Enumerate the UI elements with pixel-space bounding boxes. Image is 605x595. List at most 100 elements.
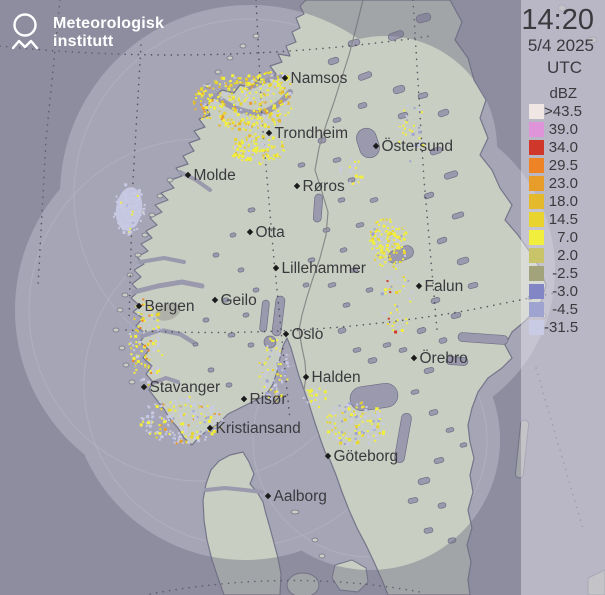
legend-color-chip	[529, 265, 544, 281]
legend-row: -2.5	[521, 264, 605, 282]
legend-color-chip	[529, 121, 544, 137]
city-namsos: Namsos	[281, 70, 348, 87]
city-label: Otta	[256, 224, 286, 241]
city-label: Lillehammer	[282, 260, 366, 277]
legend-value: 34.0	[548, 138, 578, 156]
precip-patch	[115, 187, 143, 231]
legend-color-chip	[529, 247, 544, 263]
city-label: Halden	[312, 369, 361, 386]
city-marker-icon	[372, 142, 380, 150]
island-zealand	[331, 559, 369, 593]
legend-row: 18.0	[521, 192, 605, 210]
city-marker-icon	[135, 302, 143, 310]
legend-value: -2.5	[552, 264, 578, 282]
city-aalborg: Aalborg	[264, 488, 327, 505]
precip-cluster-bergen-coast	[128, 298, 164, 386]
legend-color-chip	[529, 229, 544, 245]
city-oslo: Oslo	[282, 326, 324, 343]
precip-cluster-oslo-west	[258, 337, 290, 402]
city-östersund: Östersund	[372, 137, 454, 155]
city-göteborg: Göteborg	[324, 448, 399, 465]
legend-row: 39.0	[521, 120, 605, 138]
fjords	[131, 74, 293, 494]
legend-value: -3.0	[552, 282, 578, 300]
timestamp-timezone: UTC	[547, 58, 582, 77]
city-marker-icon	[272, 264, 280, 272]
legend-color-chip	[529, 157, 544, 173]
land-corner-se	[587, 569, 605, 595]
precip-cluster-roros-east	[339, 158, 364, 186]
terrain-shade	[155, 303, 181, 321]
legend-value: 7.0	[557, 228, 578, 246]
city-trondheim: Trondheim	[265, 125, 349, 142]
city-label: Örebro	[420, 349, 468, 367]
city-geilo: Geilo	[211, 292, 257, 309]
legend-value: >43.5	[544, 102, 582, 120]
legend-row: -31.5	[521, 318, 605, 336]
city-risør: Risør	[240, 391, 287, 408]
org-name-line1: Meteorologisk	[53, 15, 165, 32]
precip-cluster-gothenburg-ne	[326, 401, 385, 446]
legend-color-chip	[529, 319, 544, 335]
precip-cluster-trondheim-main	[192, 74, 293, 132]
legend-value: 2.0	[557, 246, 578, 264]
precip-cluster-namsos-coast	[250, 71, 292, 93]
precip-cluster-falun-nw	[369, 218, 408, 268]
island-oland	[514, 419, 530, 479]
city-marker-icon	[211, 296, 219, 304]
city-marker-icon	[240, 395, 248, 403]
city-marker-icon	[265, 129, 273, 137]
legend-value: -31.5	[544, 318, 579, 336]
city-label: Aalborg	[274, 488, 327, 505]
legend-unit: dBZ	[549, 85, 577, 102]
legend-value: 14.5	[548, 210, 578, 228]
legend-color-chip	[529, 175, 544, 191]
met-logo-icon	[12, 13, 39, 50]
city-label: Oslo	[292, 326, 324, 343]
city-label: Kristiansand	[216, 420, 301, 437]
city-label: Namsos	[291, 70, 348, 87]
city-label: Risør	[250, 391, 287, 408]
legend-value: 39.0	[548, 120, 578, 138]
legend-row: >43.5	[521, 102, 605, 120]
legend-row: 29.5	[521, 156, 605, 174]
city-marker-icon	[264, 492, 272, 500]
legend-color-chip	[529, 193, 544, 209]
city-marker-icon	[302, 373, 310, 381]
precip-cluster-molde-offshore	[112, 183, 146, 236]
precip-cluster-halden-east	[302, 387, 327, 408]
legend-color-chip	[529, 139, 544, 155]
city-marker-icon	[293, 182, 301, 190]
precip-cluster-falun-south	[380, 267, 413, 335]
precip-cluster-kristiansand	[139, 396, 224, 445]
city-örebro: Örebro	[410, 349, 468, 367]
timestamp-date: 5/4 2025	[527, 36, 594, 55]
precip-cluster-trondheim-south	[231, 133, 285, 165]
city-label: Göteborg	[334, 448, 399, 465]
legend-color-chip	[529, 211, 544, 227]
city-label: Trondheim	[275, 125, 349, 142]
legend-panel: 14:20 5/4 2025 UTC dBZ >43.5 39.0 34.0 29.5…	[521, 0, 605, 595]
legend-row: 7.0	[521, 228, 605, 246]
graticule	[0, 0, 585, 595]
logo-wave-icon	[12, 39, 39, 50]
legend-color-chip	[529, 283, 544, 299]
city-marker-icon	[281, 74, 289, 82]
org-name: Meteorologisk institutt	[53, 12, 164, 51]
city-label: Östersund	[382, 137, 454, 155]
legend-row: 34.0	[521, 138, 605, 156]
precipitation	[112, 71, 426, 446]
city-kristiansand: Kristiansand	[206, 420, 301, 437]
met-logo: Meteorologisk institutt	[12, 12, 164, 52]
legend-row: 14.5	[521, 210, 605, 228]
city-label: Molde	[194, 167, 236, 184]
legend-value: 29.5	[548, 156, 578, 174]
island-fyn	[286, 572, 320, 595]
legend-color-chip	[529, 103, 544, 119]
city-røros: Røros	[293, 178, 345, 195]
city-marker-icon	[324, 452, 332, 460]
city-bergen: Bergen	[135, 298, 194, 315]
city-label: Falun	[425, 278, 464, 295]
city-label: Stavanger	[150, 379, 221, 396]
